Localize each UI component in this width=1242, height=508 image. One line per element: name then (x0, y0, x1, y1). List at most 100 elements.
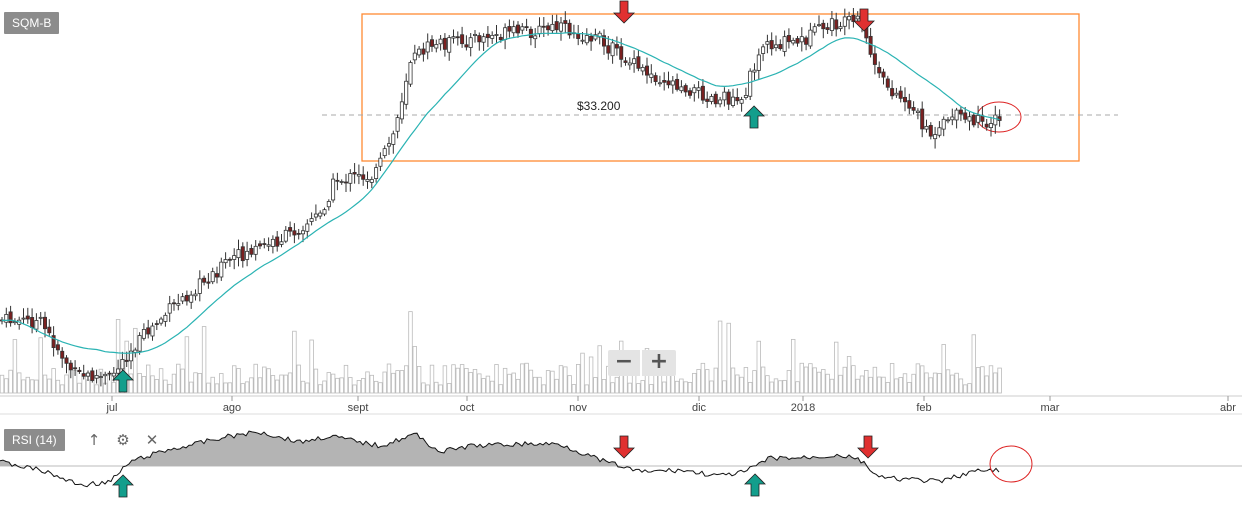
candle-body (812, 26, 817, 33)
volume-bar (12, 339, 18, 394)
candle-body (696, 87, 701, 91)
volume-bar (279, 374, 284, 394)
zoom-in-button[interactable]: + (642, 350, 676, 376)
volume-bar (373, 380, 379, 394)
candle-body (34, 320, 39, 330)
volume-bar (412, 346, 417, 394)
volume-bar (171, 373, 177, 394)
candle-body (507, 26, 512, 32)
candle-body (735, 96, 740, 102)
volume-bar (713, 367, 718, 394)
candle-body (692, 87, 697, 94)
volume-bar (911, 373, 916, 394)
candle-body (739, 99, 744, 104)
candle-body (279, 241, 284, 245)
candle-body (399, 101, 404, 120)
volume-bar (343, 364, 349, 394)
candle-body (455, 36, 460, 39)
candle-body (885, 78, 890, 88)
x-tick-label: dic (692, 402, 707, 414)
range-box-rect (361, 13, 1080, 162)
candle-body (8, 311, 13, 324)
volume-bar (821, 369, 826, 394)
candle-body (937, 127, 942, 136)
volume-bar (167, 383, 172, 394)
volume-bar (679, 378, 684, 394)
candle-body (649, 73, 654, 78)
candle-body (511, 26, 516, 34)
volume-bar (55, 379, 61, 394)
close-icon[interactable]: ✕ (145, 431, 159, 449)
volume-bar (416, 366, 422, 394)
volume-bar (434, 381, 439, 394)
candle-body (933, 134, 938, 140)
volume-bar (51, 368, 56, 394)
volume-bar (808, 363, 813, 394)
volume-bar (446, 383, 452, 394)
candle-body (907, 100, 912, 109)
volume-bar (941, 344, 946, 394)
volume-bar (25, 376, 30, 394)
rsi-line (0, 430, 1000, 488)
candle-body (4, 314, 9, 323)
volume-bar (889, 363, 895, 394)
volume-bar (502, 367, 508, 394)
volume-bar (360, 378, 366, 394)
volume-bar (262, 366, 267, 394)
volume-bar (752, 370, 757, 394)
symbol-badge[interactable]: SQM-B (4, 12, 60, 34)
volume-bar (576, 364, 581, 394)
candle-body (309, 218, 314, 222)
volume-bar (730, 367, 736, 394)
volume-bar (240, 383, 245, 394)
volume-bar (214, 383, 220, 394)
moving-average (2, 32, 1000, 354)
volume-bar (330, 373, 336, 394)
candle-body (614, 44, 619, 49)
candle-body (761, 46, 766, 54)
candle-body (679, 86, 684, 92)
candle-body (266, 244, 271, 247)
candle-body (343, 181, 348, 184)
candle-body (645, 65, 650, 76)
candle-body (550, 23, 555, 32)
rsi-panel (0, 430, 1242, 498)
candle-body (30, 317, 35, 328)
rsi-badge[interactable]: RSI (14) (4, 429, 65, 451)
volume-bar (231, 365, 237, 394)
volume-bar (425, 384, 430, 394)
candle-body (120, 359, 125, 370)
zoom-out-button[interactable]: − (608, 350, 640, 376)
volume-bar (296, 364, 301, 394)
volume-bar (451, 364, 456, 394)
candle-body (602, 35, 607, 47)
volume-bar (115, 319, 121, 394)
gear-icon[interactable]: ⚙ (116, 431, 130, 449)
volume-bar (803, 366, 809, 394)
candle-body (322, 209, 327, 215)
candle-body (21, 317, 26, 320)
candle-body (670, 80, 675, 86)
volume-bar (649, 384, 654, 394)
volume-bar (683, 381, 688, 394)
volume-bar (352, 384, 357, 394)
volume-bar (300, 380, 306, 394)
volume-bar (791, 338, 796, 394)
candle-body (817, 24, 822, 27)
candle-body (184, 294, 189, 302)
volume-bar (533, 376, 538, 394)
candle-body (313, 213, 318, 218)
arrow-up-icon[interactable]: ↑ (87, 431, 101, 449)
candle-body (300, 230, 305, 235)
candle-body (425, 41, 430, 53)
candle-body (386, 143, 391, 147)
volume-bar (60, 384, 65, 394)
volume-bar (743, 367, 749, 394)
volume-bar (610, 382, 615, 394)
candle-body (584, 35, 589, 44)
volume-bar (627, 382, 632, 394)
candle-body (253, 245, 258, 255)
candle-body (683, 85, 688, 93)
candle-body (928, 125, 933, 137)
volume-bar (188, 381, 194, 394)
